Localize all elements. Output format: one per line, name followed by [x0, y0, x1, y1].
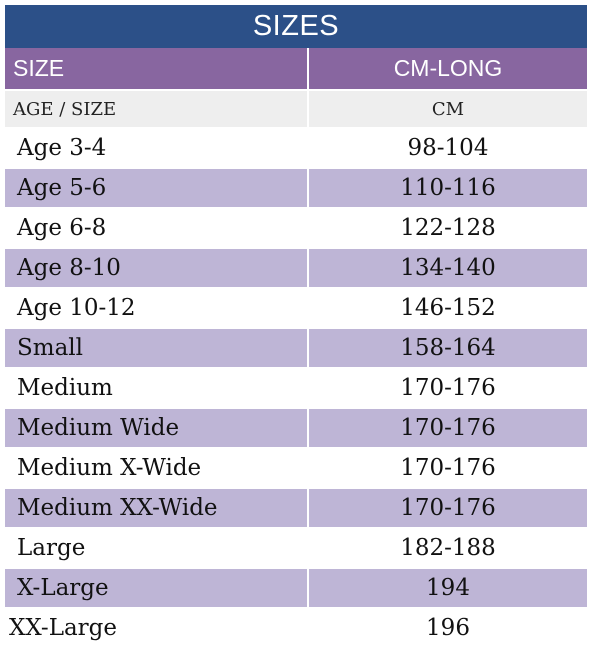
cm-value: 194: [426, 575, 470, 601]
table-row: Medium 170-176: [5, 369, 587, 409]
table-row: Age 10-12 146-152: [5, 289, 587, 329]
size-label: Age 3-4: [5, 129, 309, 167]
table-title: SIZES: [5, 5, 587, 48]
header-cm-long: CM-LONG: [393, 55, 503, 81]
cm-value: 134-140: [400, 255, 496, 281]
cm-value: 146-152: [400, 295, 496, 321]
subheader-cm: CM: [431, 98, 465, 120]
table-row: Age 8-10 134-140: [5, 249, 587, 289]
cm-value: 170-176: [400, 415, 496, 441]
size-label: XX-Large: [5, 609, 309, 647]
table-row: XX-Large 196: [5, 609, 587, 649]
cm-value: 110-116: [400, 175, 496, 201]
header-size: SIZE: [5, 48, 309, 89]
header-row: SIZE CM-LONG: [5, 48, 587, 91]
table-row: Small 158-164: [5, 329, 587, 369]
size-label: Medium: [5, 369, 309, 407]
table-row: Medium XX-Wide 170-176: [5, 489, 587, 529]
table-row: X-Large 194: [5, 569, 587, 609]
table-row: Age 3-4 98-104: [5, 129, 587, 169]
cm-value: 158-164: [400, 335, 496, 361]
cm-value: 196: [426, 615, 470, 641]
size-label: Small: [5, 329, 309, 367]
size-label: Age 8-10: [5, 249, 309, 287]
table-row: Medium X-Wide 170-176: [5, 449, 587, 489]
size-label: Medium X-Wide: [5, 449, 309, 487]
size-label: Large: [5, 529, 309, 567]
size-label: Age 5-6: [5, 169, 309, 207]
cm-value: 170-176: [400, 375, 496, 401]
cm-value: 122-128: [400, 215, 496, 241]
size-label: Medium XX-Wide: [5, 489, 309, 527]
table-row: Large 182-188: [5, 529, 587, 569]
size-label: X-Large: [5, 569, 309, 607]
table-row: Age 5-6 110-116: [5, 169, 587, 209]
table-row: Age 6-8 122-128: [5, 209, 587, 249]
size-chart-table: SIZES SIZE CM-LONG AGE / SIZE CM Age 3-4…: [5, 5, 587, 649]
table-row: Medium Wide 170-176: [5, 409, 587, 449]
size-label: Age 6-8: [5, 209, 309, 247]
cm-value: 170-176: [400, 455, 496, 481]
size-label: Medium Wide: [5, 409, 309, 447]
subheader-age-size: AGE / SIZE: [5, 91, 309, 127]
size-label: Age 10-12: [5, 289, 309, 327]
cm-value: 182-188: [400, 535, 496, 561]
subheader-row: AGE / SIZE CM: [5, 91, 587, 129]
cm-value: 170-176: [400, 495, 496, 521]
cm-value: 98-104: [407, 135, 489, 161]
